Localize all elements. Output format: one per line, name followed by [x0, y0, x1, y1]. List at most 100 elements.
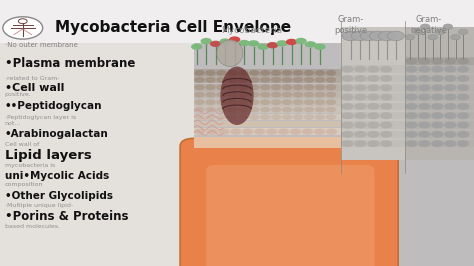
Circle shape [380, 94, 392, 101]
Circle shape [271, 70, 282, 76]
Bar [341, 84, 405, 92]
Circle shape [405, 35, 415, 40]
Circle shape [405, 94, 418, 101]
Circle shape [354, 84, 366, 91]
Circle shape [271, 77, 282, 83]
Circle shape [304, 84, 314, 90]
Circle shape [387, 31, 404, 41]
Circle shape [276, 40, 288, 47]
Circle shape [249, 99, 259, 105]
Text: Mycobacteria Cell Envelope: Mycobacteria Cell Envelope [55, 20, 291, 35]
Circle shape [216, 99, 227, 105]
Circle shape [282, 70, 292, 76]
Circle shape [216, 92, 227, 98]
Circle shape [205, 70, 216, 76]
Circle shape [194, 84, 205, 90]
Circle shape [444, 94, 456, 101]
Circle shape [227, 99, 237, 105]
Bar [194, 91, 341, 98]
Circle shape [326, 114, 336, 120]
Circle shape [227, 107, 237, 113]
Circle shape [304, 99, 314, 105]
Circle shape [260, 107, 271, 113]
Circle shape [457, 94, 469, 101]
Circle shape [341, 75, 354, 82]
Circle shape [315, 107, 325, 113]
Circle shape [431, 140, 444, 147]
Bar [194, 114, 341, 120]
Circle shape [326, 99, 336, 105]
Circle shape [271, 114, 282, 120]
Text: •Cell wall: •Cell wall [5, 83, 64, 93]
Text: ••Peptidoglycan: ••Peptidoglycan [5, 101, 102, 111]
Circle shape [238, 92, 248, 98]
Circle shape [260, 114, 271, 120]
Circle shape [354, 94, 366, 101]
Circle shape [282, 84, 292, 90]
Circle shape [444, 140, 456, 147]
Circle shape [282, 92, 292, 98]
Circle shape [282, 107, 292, 113]
Bar [405, 103, 474, 110]
Bar [341, 27, 405, 160]
Circle shape [194, 114, 205, 120]
Circle shape [205, 107, 216, 113]
Circle shape [431, 103, 444, 110]
Circle shape [278, 128, 289, 135]
Circle shape [293, 99, 303, 105]
Circle shape [444, 103, 456, 110]
Bar [0, 0, 194, 266]
Bar [194, 76, 341, 83]
Circle shape [354, 140, 366, 147]
Circle shape [418, 140, 430, 147]
Circle shape [354, 103, 366, 110]
Circle shape [405, 66, 418, 73]
Circle shape [293, 70, 303, 76]
Circle shape [354, 75, 366, 82]
Circle shape [428, 35, 438, 40]
Circle shape [341, 66, 354, 73]
Bar [405, 121, 474, 129]
Circle shape [443, 24, 453, 29]
Circle shape [326, 70, 336, 76]
Bar [405, 112, 474, 119]
Circle shape [230, 128, 242, 135]
Circle shape [194, 77, 205, 83]
Circle shape [227, 92, 237, 98]
Bar [0, 0, 474, 43]
Circle shape [380, 131, 392, 138]
Circle shape [418, 84, 430, 91]
Circle shape [342, 31, 359, 41]
Circle shape [227, 84, 237, 90]
Circle shape [418, 112, 430, 119]
Circle shape [219, 38, 231, 45]
Text: •Arabinogalactan: •Arabinogalactan [5, 129, 109, 139]
Circle shape [367, 103, 380, 110]
Bar [194, 0, 474, 266]
Circle shape [354, 122, 366, 128]
Circle shape [418, 94, 430, 101]
Circle shape [266, 128, 277, 135]
Text: Gram-
positive: Gram- positive [334, 15, 367, 35]
Circle shape [293, 92, 303, 98]
Circle shape [444, 66, 456, 73]
Circle shape [238, 114, 248, 120]
Circle shape [458, 29, 468, 35]
Circle shape [380, 140, 392, 147]
Text: •Other Glycolipids: •Other Glycolipids [5, 190, 113, 201]
Circle shape [302, 128, 313, 135]
Bar [405, 140, 474, 147]
Circle shape [216, 107, 227, 113]
Circle shape [431, 66, 444, 73]
Bar [405, 131, 474, 138]
Circle shape [380, 122, 392, 128]
Bar [405, 84, 474, 92]
Bar [341, 65, 405, 73]
Circle shape [341, 122, 354, 128]
Bar [341, 121, 405, 129]
FancyBboxPatch shape [206, 165, 374, 266]
Circle shape [205, 99, 216, 105]
Circle shape [248, 40, 259, 47]
Circle shape [315, 70, 325, 76]
Circle shape [3, 17, 43, 39]
